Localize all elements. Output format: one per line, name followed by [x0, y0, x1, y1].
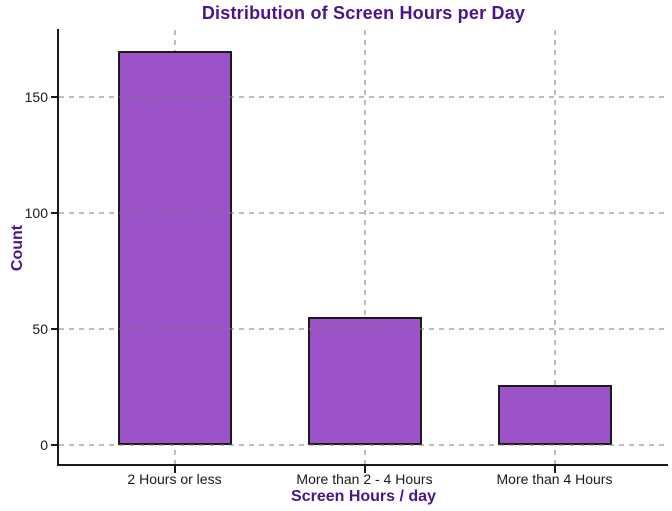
- y-tick-label: 0: [40, 437, 48, 453]
- y-tick-label: 150: [24, 89, 48, 105]
- y-axis-tick: [51, 96, 59, 98]
- chart-title: Distribution of Screen Hours per Day: [201, 3, 526, 23]
- x-tick-label: 2 Hours or less: [127, 471, 222, 487]
- x-axis-tick: [553, 466, 556, 473]
- y-axis-tick: [51, 444, 59, 446]
- y-axis-tick: [51, 212, 59, 214]
- y-tick-label: 100: [24, 205, 48, 221]
- x-tick-label: More than 4 Hours: [496, 471, 613, 487]
- x-axis-tick: [173, 466, 176, 473]
- bar: [117, 50, 232, 445]
- gridline-horizontal: [59, 212, 668, 214]
- y-axis-line: [57, 29, 59, 466]
- bar: [307, 317, 422, 445]
- gridline-horizontal: [59, 444, 668, 446]
- x-axis-tick: [363, 466, 366, 473]
- y-axis-tick: [51, 328, 59, 330]
- x-tick-label: More than 2 - 4 Hours: [296, 471, 433, 487]
- x-axis-line: [57, 464, 668, 466]
- gridline-horizontal: [59, 328, 668, 330]
- gridline-vertical: [363, 30, 366, 464]
- y-tick-label: 50: [32, 321, 48, 337]
- gridline-vertical: [553, 30, 556, 464]
- gridline-horizontal: [59, 96, 668, 98]
- x-axis-title: Screen Hours / day: [291, 488, 436, 505]
- bar: [497, 384, 612, 445]
